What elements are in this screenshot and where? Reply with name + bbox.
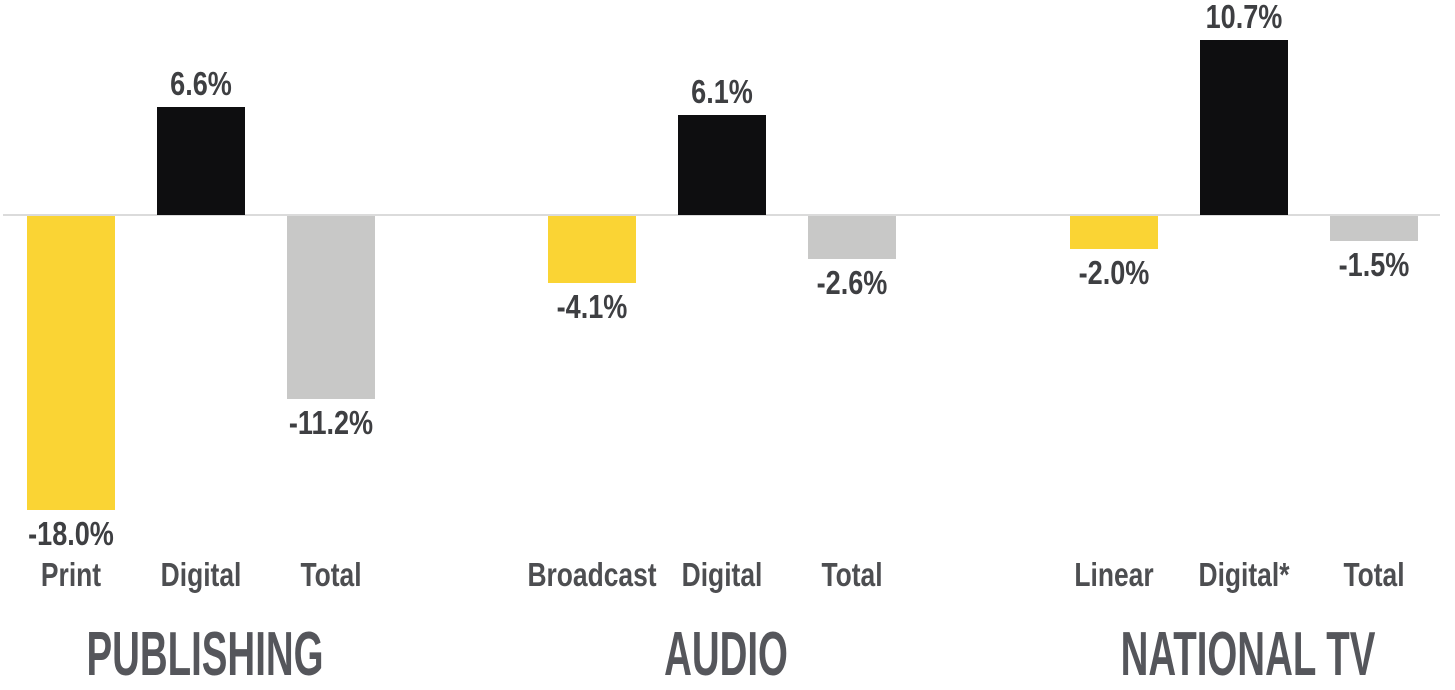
bar-linear: [1070, 216, 1158, 249]
group-title-publishing: PUBLISHING: [86, 620, 324, 689]
value-label-total: -11.2%: [288, 404, 374, 441]
bar-digital: [678, 115, 766, 215]
category-label-total: Total: [300, 556, 362, 593]
group-title-national-tv: NATIONAL TV: [1120, 620, 1376, 689]
bar-total: [1330, 216, 1418, 241]
bar-total: [287, 216, 375, 399]
bar-digital: [157, 107, 245, 215]
category-label-broadcast: Broadcast: [527, 556, 657, 593]
category-label-digital-star: Digital*: [1198, 556, 1290, 593]
bar-print: [27, 216, 115, 510]
group-title-audio: AUDIO: [664, 620, 788, 689]
value-label-total: -1.5%: [1338, 246, 1410, 283]
category-label-digital: Digital: [681, 556, 763, 593]
value-label-print: -18.0%: [28, 515, 114, 552]
category-label-linear: Linear: [1074, 556, 1154, 593]
value-label-linear: -2.0%: [1078, 254, 1150, 291]
value-label-digital: 6.6%: [170, 65, 232, 102]
category-label-print: Print: [40, 556, 102, 593]
bar-digital-star: [1200, 40, 1288, 215]
category-label-total: Total: [1343, 556, 1405, 593]
zero-axis-line: [3, 214, 1440, 216]
value-label-total: -2.6%: [816, 264, 888, 301]
bar-broadcast: [548, 216, 636, 283]
value-label-digital: 6.1%: [691, 73, 753, 110]
category-label-total: Total: [821, 556, 883, 593]
bar-total: [808, 216, 896, 259]
value-label-broadcast: -4.1%: [556, 288, 628, 325]
value-label-digital-star: 10.7%: [1205, 0, 1283, 35]
category-label-digital: Digital: [160, 556, 242, 593]
